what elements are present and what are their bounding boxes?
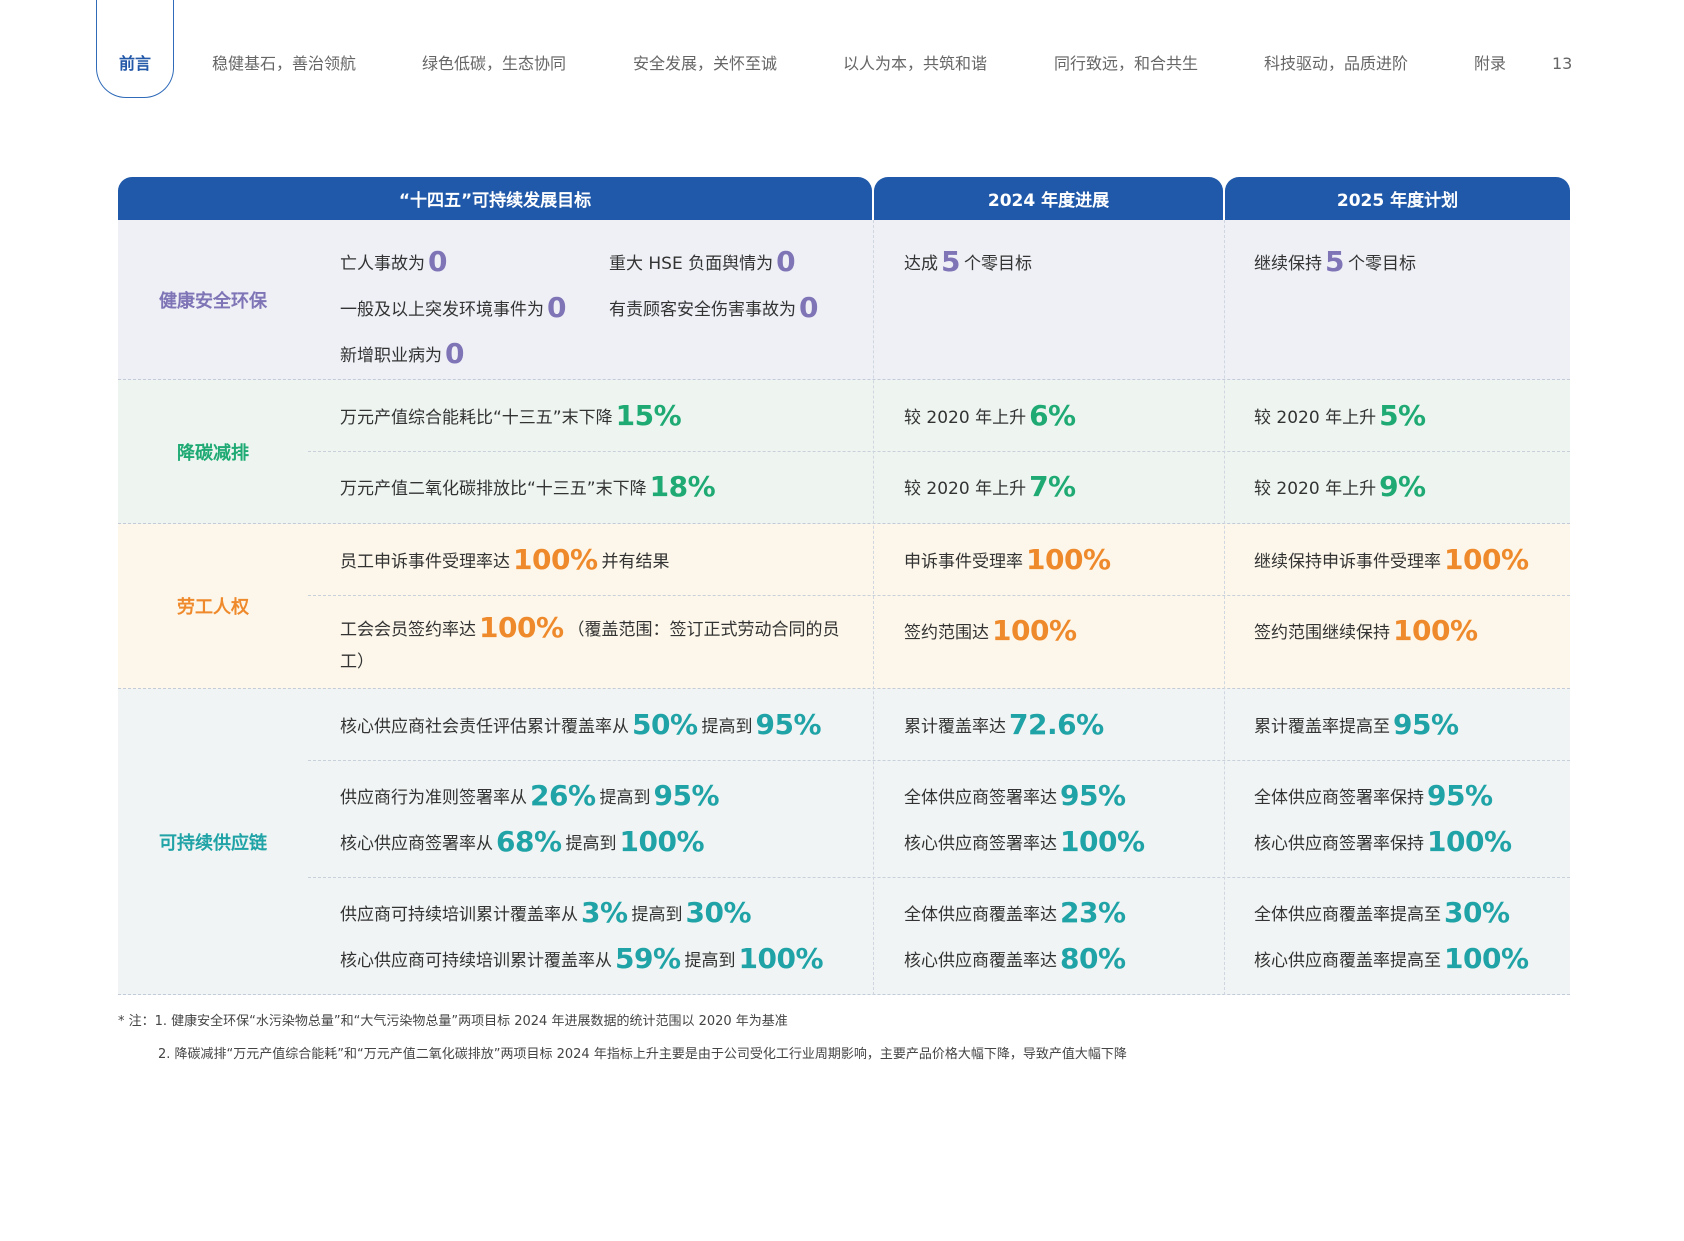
row-divider [308, 451, 1570, 452]
supply-goal-2a: 供应商行为准则签署率从 26% 提高到 95% [340, 779, 720, 812]
hse-goal-2: 重大 HSE 负面舆情为 0 [609, 245, 796, 278]
table-header: “十四五”可持续发展目标 2024 年度进展 2025 年度计划 [118, 177, 1570, 220]
nav-item-partners[interactable]: 同行致远，和合共生 [1054, 54, 1199, 73]
supply-plan-2a: 全体供应商签署率保持 95% [1254, 779, 1493, 812]
nav-item-green[interactable]: 绿色低碳，生态协同 [422, 54, 567, 73]
nav-item-appendix[interactable]: 附录 [1474, 54, 1507, 73]
header-goals: “十四五”可持续发展目标 [118, 177, 872, 220]
nav-item-safety[interactable]: 安全发展，关怀至诚 [633, 54, 778, 73]
supply-plan-2b: 核心供应商签署率保持 100% [1254, 825, 1512, 858]
section-carbon: 降碳减排 万元产值综合能耗比“十三五”末下降 15% 较 2020 年上升 6% 较… [118, 380, 1570, 524]
supply-plan-3a: 全体供应商覆盖率提高至 30% [1254, 896, 1510, 929]
footnote-1: * 注：1. 健康安全环保“水污染物总量”和“大气污染物总量”两项目标 2024… [118, 1014, 788, 1029]
header-2024-progress: 2024 年度进展 [874, 177, 1223, 220]
section-label-labor: 劳工人权 [177, 597, 249, 618]
hse-goal-3: 一般及以上突发环境事件为 0 [340, 291, 566, 324]
supply-progress-2a: 全体供应商签署率达 95% [904, 779, 1126, 812]
hse-goal-1: 亡人事故为 0 [340, 245, 447, 278]
supply-goal-3a: 供应商可持续培训累计覆盖率从 3% 提高到 30% [340, 896, 752, 929]
nav-item-governance[interactable]: 稳健基石，善治领航 [212, 54, 357, 73]
top-navigation: 前言 稳健基石，善治领航 绿色低碳，生态协同 安全发展，关怀至诚 以人为本，共筑… [0, 0, 1684, 110]
section-supply-chain: 可持续供应链 核心供应商社会责任评估累计覆盖率从 50% 提高到 95% 累计覆盖率达… [118, 689, 1570, 995]
carbon-goal-1: 万元产值综合能耗比“十三五”末下降 15% [340, 399, 682, 432]
active-tab-indicator [96, 0, 174, 98]
section-label-hse: 健康安全环保 [159, 290, 267, 312]
section-hse: 健康安全环保 亡人事故为 0 重大 HSE 负面舆情为 0 一般及以上突发环境事件为… [118, 220, 1570, 380]
nav-item-technology[interactable]: 科技驱动，品质进阶 [1264, 54, 1409, 73]
carbon-goal-2: 万元产值二氧化碳排放比“十三五”末下降 18% [340, 470, 716, 503]
carbon-plan-1: 较 2020 年上升 5% [1254, 399, 1426, 432]
supply-plan-3b: 核心供应商覆盖率提高至 100% [1254, 942, 1529, 975]
row-divider [308, 877, 1570, 878]
nav-item-people[interactable]: 以人为本，共筑和谐 [843, 54, 988, 73]
labor-progress-2: 签约范围达 100% [904, 614, 1077, 647]
nav-item-preface[interactable]: 前言 [119, 54, 152, 73]
hse-progress: 达成 5 个零目标 [904, 245, 1032, 278]
labor-goal-2: 工会会员签约率达 100% （覆盖范围：签订正式劳动合同的员工） [340, 611, 840, 673]
supply-progress-3a: 全体供应商覆盖率达 23% [904, 896, 1126, 929]
supply-goal-3b: 核心供应商可持续培训累计覆盖率从 59% 提高到 100% [340, 942, 824, 975]
header-2025-plan: 2025 年度计划 [1225, 177, 1570, 220]
page-number: 13 [1552, 54, 1573, 73]
section-label-supply-chain: 可持续供应链 [159, 832, 267, 854]
carbon-plan-2: 较 2020 年上升 9% [1254, 470, 1426, 503]
supply-plan-1: 累计覆盖率提高至 95% [1254, 708, 1459, 741]
labor-plan-1: 继续保持申诉事件受理率 100% [1254, 543, 1529, 576]
column-divider [873, 220, 874, 995]
hse-goal-5: 新增职业病为 0 [340, 337, 464, 370]
section-labor: 劳工人权 员工申诉事件受理率达 100% 并有结果 申诉事件受理率 100% 继续保持… [118, 524, 1570, 689]
row-divider [308, 595, 1570, 596]
footnote-2: 2. 降碳减排“万元产值综合能耗”和“万元产值二氧化碳排放”两项目标 2024 … [158, 1047, 1127, 1062]
supply-goal-1: 核心供应商社会责任评估累计覆盖率从 50% 提高到 95% [340, 708, 822, 741]
row-divider [308, 760, 1570, 761]
supply-progress-2b: 核心供应商签署率达 100% [904, 825, 1145, 858]
labor-goal-1: 员工申诉事件受理率达 100% 并有结果 [340, 543, 670, 576]
column-divider [1224, 220, 1225, 995]
hse-plan: 继续保持 5 个零目标 [1254, 245, 1416, 278]
sustainability-goals-table: “十四五”可持续发展目标 2024 年度进展 2025 年度计划 健康安全环保 … [118, 177, 1570, 995]
carbon-progress-1: 较 2020 年上升 6% [904, 399, 1076, 432]
labor-plan-2: 签约范围继续保持 100% [1254, 614, 1478, 647]
section-label-carbon: 降碳减排 [177, 442, 249, 464]
labor-progress-1: 申诉事件受理率 100% [904, 543, 1111, 576]
supply-progress-3b: 核心供应商覆盖率达 80% [904, 942, 1126, 975]
supply-goal-2b: 核心供应商签署率从 68% 提高到 100% [340, 825, 705, 858]
supply-progress-1: 累计覆盖率达 72.6% [904, 708, 1104, 741]
carbon-progress-2: 较 2020 年上升 7% [904, 470, 1076, 503]
hse-goal-4: 有责顾客安全伤害事故为 0 [609, 291, 818, 324]
